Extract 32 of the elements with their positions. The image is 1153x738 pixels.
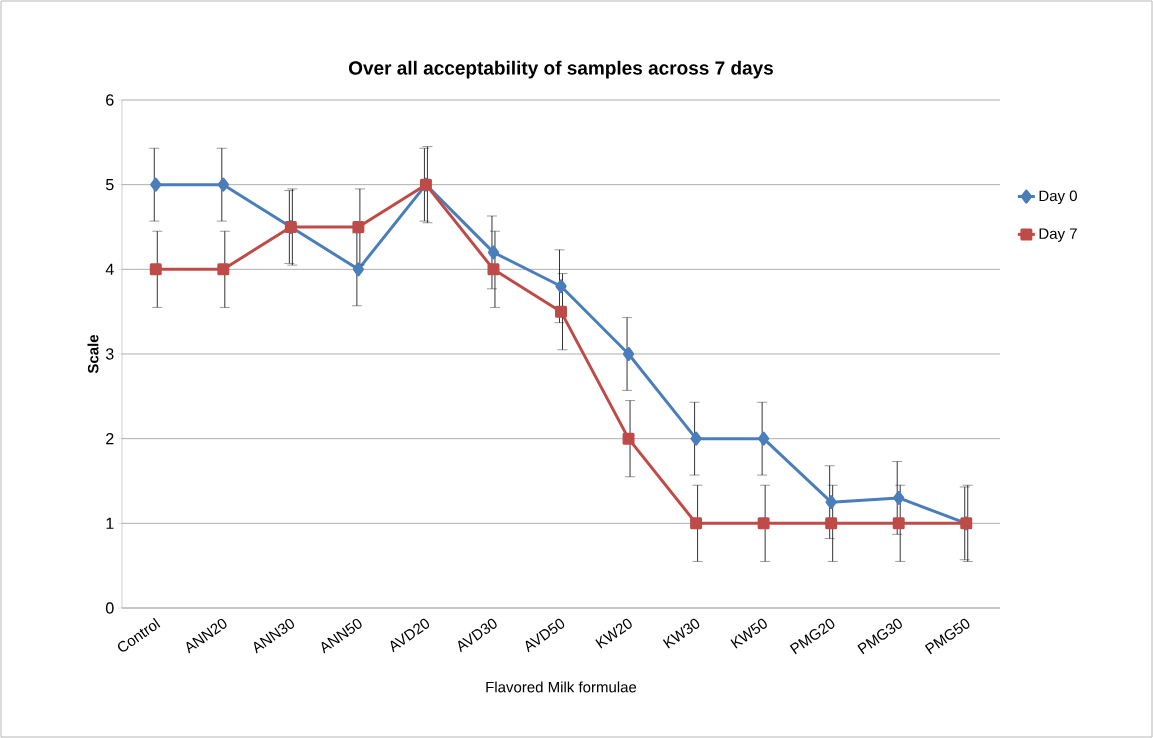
- point: [487, 263, 500, 276]
- y-axis-title: Scale: [87, 334, 99, 374]
- point: [352, 262, 364, 277]
- point: [893, 490, 905, 505]
- point: [757, 517, 770, 530]
- y-tick-label: 5: [105, 179, 114, 191]
- point: [758, 431, 770, 446]
- y-tick-label: 2: [106, 433, 114, 445]
- y-tick-label: 0: [105, 602, 114, 614]
- legend-label: Day 0: [1039, 190, 1077, 205]
- point: [622, 347, 635, 361]
- point: [555, 279, 567, 294]
- y-tick-label: 1: [106, 517, 114, 529]
- point: [825, 495, 837, 510]
- point: [555, 305, 567, 318]
- point: [690, 517, 703, 530]
- y-tick-label: 4: [105, 263, 114, 275]
- point: [150, 177, 162, 192]
- x-axis-title: Flavored Milk formulae: [486, 681, 637, 693]
- point: [217, 177, 229, 192]
- point: [825, 517, 838, 530]
- point: [892, 517, 905, 530]
- point: [217, 263, 230, 276]
- y-tick-label: 6: [106, 94, 114, 106]
- point: [352, 221, 365, 233]
- point: [487, 245, 500, 260]
- y-tick-label: 3: [105, 348, 114, 360]
- point: [149, 263, 162, 276]
- chart-title: Over all acceptability of samples across 7 days: [348, 60, 773, 79]
- legend-label: Day 7: [1039, 228, 1077, 242]
- point: [622, 432, 635, 445]
- point: [690, 431, 702, 446]
